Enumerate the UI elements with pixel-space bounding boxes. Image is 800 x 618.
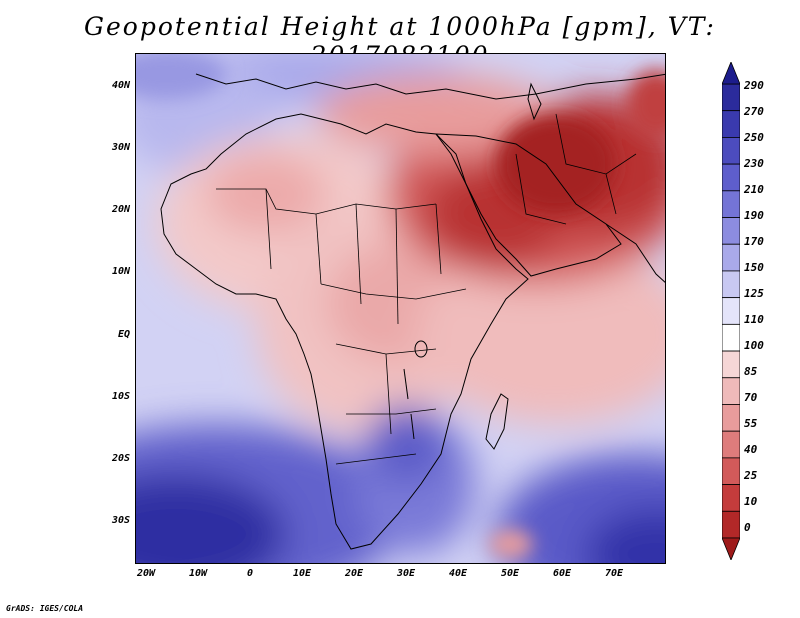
- lon-label-10w: 10W: [188, 568, 208, 579]
- lat-label-40n: 40N: [111, 80, 130, 91]
- colorbar-cell: [722, 484, 740, 512]
- field-details: [136, 54, 665, 558]
- colorbar-label: 110: [744, 313, 764, 326]
- colorbar-cell: [722, 404, 740, 432]
- lon-label-20w: 20W: [136, 568, 156, 579]
- colorbar-cell: [722, 163, 740, 192]
- colorbar-label: 290: [744, 79, 764, 92]
- colorbar-label: 250: [744, 131, 764, 144]
- lat-label-20n: 20N: [111, 204, 130, 215]
- colorbar-label: 210: [744, 183, 764, 196]
- lon-label-40e: 40E: [448, 568, 468, 579]
- colorbar-label: 10: [744, 495, 758, 508]
- colorbar-cell: [722, 190, 740, 218]
- lon-label-10e: 10E: [292, 568, 312, 579]
- lat-label-30n: 30N: [111, 142, 130, 153]
- colorbar-label: 125: [744, 287, 764, 300]
- colorbar-cell: [722, 297, 740, 325]
- coastlines: [160, 73, 665, 550]
- colorbar-cell: [722, 510, 740, 539]
- colorbar-label: 190: [744, 209, 764, 222]
- colorbar-cell: [722, 270, 740, 299]
- colorbar-cell: [722, 430, 740, 459]
- lon-label-30e: 30E: [396, 568, 416, 579]
- country-borders: [216, 113, 637, 465]
- lat-label-30s: 30S: [111, 515, 130, 526]
- colorbar: [722, 62, 740, 560]
- contour-map: [136, 54, 665, 563]
- lat-label-10s: 10S: [111, 391, 130, 402]
- colorbar-top-arrow: [722, 62, 740, 85]
- colorbar-label: 0: [744, 521, 751, 534]
- colorbar-label: 25: [744, 469, 758, 482]
- colorbar-cell: [722, 377, 740, 405]
- lon-label-0: 0: [246, 568, 254, 579]
- lat-label-20s: 20S: [111, 453, 130, 464]
- lon-label-20e: 20E: [344, 568, 364, 579]
- map-panel: [135, 53, 666, 564]
- colorbar-label: 230: [744, 157, 764, 170]
- lon-label-50e: 50E: [500, 568, 520, 579]
- colorbar-cell: [722, 110, 740, 138]
- colorbar-label: 85: [744, 365, 758, 378]
- colorbar-label: 70: [744, 391, 758, 404]
- colorbar-label: 270: [744, 105, 764, 118]
- colorbar-label: 170: [744, 235, 764, 248]
- colorbar-bottom-arrow: [722, 537, 740, 560]
- colorbar-cell: [722, 217, 740, 245]
- lon-label-60e: 60E: [552, 568, 572, 579]
- colorbar-label: 100: [744, 339, 764, 352]
- colorbar-cell: [722, 323, 740, 352]
- grads-credit: GrADS: IGES/COLA: [6, 604, 84, 613]
- colorbar-cell: [722, 137, 740, 165]
- lat-label-10n: 10N: [111, 266, 130, 277]
- colorbar-cell: [722, 83, 740, 112]
- lat-label-eq: EQ: [117, 329, 130, 340]
- colorbar-cell: [722, 243, 740, 272]
- colorbar-label: 55: [744, 417, 758, 430]
- colorbar-cells: [722, 83, 740, 539]
- colorbar-label: 150: [744, 261, 764, 274]
- colorbar-label: 40: [744, 443, 758, 456]
- lon-label-70e: 70E: [604, 568, 624, 579]
- colorbar-cell: [722, 457, 740, 485]
- colorbar-cell: [722, 350, 740, 379]
